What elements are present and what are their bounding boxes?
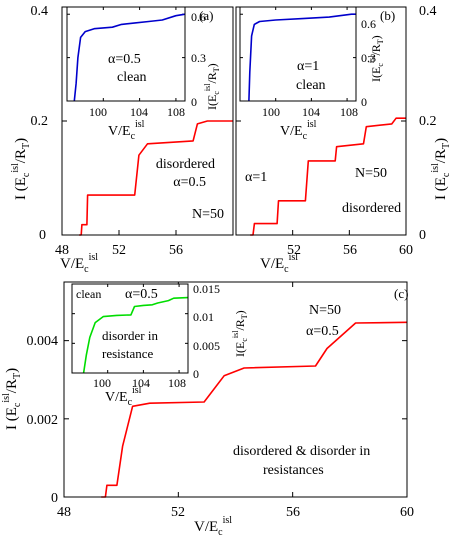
panel-c-inset-xtick-2: 108 — [168, 376, 186, 390]
panel-c-xtick-2: 56 — [286, 505, 300, 520]
panel-c-inset-ytick-0: 0 — [193, 367, 199, 381]
panel-c-annotation-alpha: α=0.5 — [306, 324, 339, 339]
panel-c-ylabel: I (Ecisl/RT) — [1, 368, 23, 430]
panel-b-inset-series — [248, 13, 356, 102]
panel-a-annotation-disordered: disordered — [156, 157, 215, 172]
panel-a-xlabel: V/Ecisl — [60, 252, 98, 275]
panel-b-label: (b) — [380, 8, 395, 23]
panel-a-annotation-alpha: α=0.5 — [173, 175, 206, 190]
panel-c-inset-xtick-1: 104 — [132, 376, 150, 390]
panel-b-series — [250, 117, 406, 236]
panel-b-inset-xlabel: V/Ecisl — [280, 119, 317, 142]
panel-c-xtick-1: 52 — [171, 505, 185, 520]
panel-c-inset-ylabel: I(Ecisl/RT) — [231, 310, 249, 357]
panel-b-annotation-n: N=50 — [355, 166, 387, 181]
panel-c-inset-annotation-disorder-2: resistance — [102, 346, 153, 361]
panel-c-series — [101, 321, 408, 498]
panel-c-inset-series-line-0 — [82, 296, 189, 374]
panel-a-ylabel: I (Ecisl/RT) — [10, 138, 32, 200]
panel-b-inset-ytick-1: 0.3 — [361, 51, 376, 65]
panel-c-ytick-2: 0.004 — [27, 334, 59, 349]
panel-b-annotation-disordered: disordered — [342, 201, 401, 216]
panel-a-series — [79, 120, 233, 236]
panel-b-inset-series-line-0 — [248, 13, 356, 102]
panel-a-xtick-0: 48 — [55, 243, 69, 258]
panel-b-inset-ytick-0: 0 — [361, 95, 367, 109]
panel-a-xtick-1: 52 — [112, 243, 126, 258]
panel-b-inset-xtick-2: 108 — [340, 105, 358, 119]
panel-c-inset-annotation-clean: clean — [76, 287, 101, 301]
panel-b-inset-xtick-0: 100 — [262, 105, 280, 119]
panel-c-xtick-3: 60 — [400, 505, 414, 520]
panel-b-inset-xtick-1: 104 — [302, 105, 320, 119]
panel-b-xtick-2: 60 — [399, 243, 413, 258]
panel-c-annotation-line-1: disordered & disorder in — [233, 444, 370, 459]
panel-c-inset-annotation-alpha: α=0.5 — [125, 287, 158, 302]
panel-a-inset-ytick-1: 0.3 — [191, 51, 206, 65]
panel-a-inset-xtick-2: 108 — [167, 105, 185, 119]
panel-c-inset: 0 0.005 0.01 0.015 100 104 108 clean α=0… — [71, 282, 249, 408]
panel-b-inset: 0 0.3 0.6 100 104 108 α=1 clean V/Ecisl … — [239, 6, 385, 142]
panel-a-inset-xtick-0: 100 — [89, 105, 107, 119]
panel-c-ytick-0: 0 — [51, 491, 58, 506]
panel-b-annotation-alpha: α=1 — [245, 170, 267, 185]
panel-c-inset-annotation-disorder-1: disorder in — [102, 328, 158, 343]
panel-a-inset-ytick-0: 0 — [191, 95, 197, 109]
panel-b-ylabel: I (Ecisl/RT) — [430, 138, 452, 200]
panel-a-ytick-0: 0 — [39, 228, 46, 243]
panel-b-ytick-0: 0 — [419, 228, 426, 243]
panel-c-xtick-0: 48 — [57, 505, 71, 520]
panel-c-inset-ytick-1: 0.005 — [193, 339, 220, 353]
panel-a-inset-frame — [66, 6, 186, 102]
panel-a-inset-series-line-0 — [73, 13, 186, 102]
panel-c-annotation-line-2: resistances — [263, 463, 324, 478]
panel-a-ytick-1: 0.2 — [31, 114, 49, 129]
panel-b-ytick-2: 0.4 — [419, 4, 437, 19]
panel-b-xtick-0: 52 — [287, 243, 301, 258]
panel-b-inset-ytick-2: 0.6 — [361, 17, 376, 31]
panel-c-inset-ytick-2: 0.01 — [193, 310, 214, 324]
panel-b-xlabel: V/Ecisl — [260, 252, 298, 275]
panel-a-annotation-n: N=50 — [192, 207, 224, 222]
panel-b-inset-frame — [239, 6, 357, 102]
panel-a-inset-series — [73, 13, 186, 102]
panel-c-ytick-1: 0.002 — [27, 413, 59, 428]
panel-a: 0 0.2 0.4 48 52 56 (a) I (Ecisl/RT) diso… — [10, 4, 234, 258]
panel-a-inset-annotation-alpha: α=0.5 — [108, 52, 141, 67]
panel-a-series-line-0 — [79, 120, 233, 236]
panel-b-inset-annotation-clean: clean — [296, 78, 326, 93]
panel-a-inset-xlabel: V/Ecisl — [108, 119, 145, 142]
panel-c-inset-xtick-0: 100 — [93, 376, 111, 390]
panel-b-ytick-1: 0.2 — [419, 114, 437, 129]
panel-b-series-line-0 — [250, 117, 406, 236]
panel-c-frame — [63, 281, 408, 498]
panel-b-inset-ylabel: I(Ecisl/RT) — [367, 35, 385, 82]
panel-c-series-line-0 — [101, 321, 408, 498]
panel-a-inset-annotation-clean: clean — [117, 70, 147, 85]
panel-c-label: (c) — [394, 286, 408, 301]
panel-b-inset-bg — [240, 7, 356, 101]
panel-b-xtick-1: 56 — [343, 243, 357, 258]
panel-c-inset-frame — [71, 283, 189, 374]
panel-a-inset-bg — [67, 7, 185, 101]
panel-c-xlabel: V/Ecisl — [194, 515, 232, 538]
panel-a-inset-xtick-1: 104 — [130, 105, 148, 119]
panel-c-annotation-n: N=50 — [309, 303, 341, 318]
panel-c-inset-ytick-3: 0.015 — [193, 282, 220, 296]
panel-b: 0 0.2 0.4 52 56 60 V/Ecisl V/Ecisl (b) I… — [60, 4, 452, 275]
panel-a-inset-ytick-2: 0.6 — [191, 10, 206, 24]
panel-b-inset-annotation-alpha: α=1 — [297, 59, 319, 74]
panel-a-ytick-2: 0.4 — [31, 4, 49, 19]
panel-c: 0 0.002 0.004 48 52 56 60 V/Ecisl (c) I … — [1, 281, 414, 538]
panel-a-xtick-2: 56 — [169, 243, 183, 258]
panel-c-inset-bg — [72, 284, 188, 373]
panel-c-inset-series — [82, 296, 189, 374]
panel-a-label: (a) — [199, 8, 213, 23]
panel-a-inset-ylabel: I(Ecisl/RT) — [203, 63, 221, 110]
panel-a-inset: 0 0.3 0.6 100 104 108 α=0.5 clean V/Ecis… — [66, 6, 221, 142]
